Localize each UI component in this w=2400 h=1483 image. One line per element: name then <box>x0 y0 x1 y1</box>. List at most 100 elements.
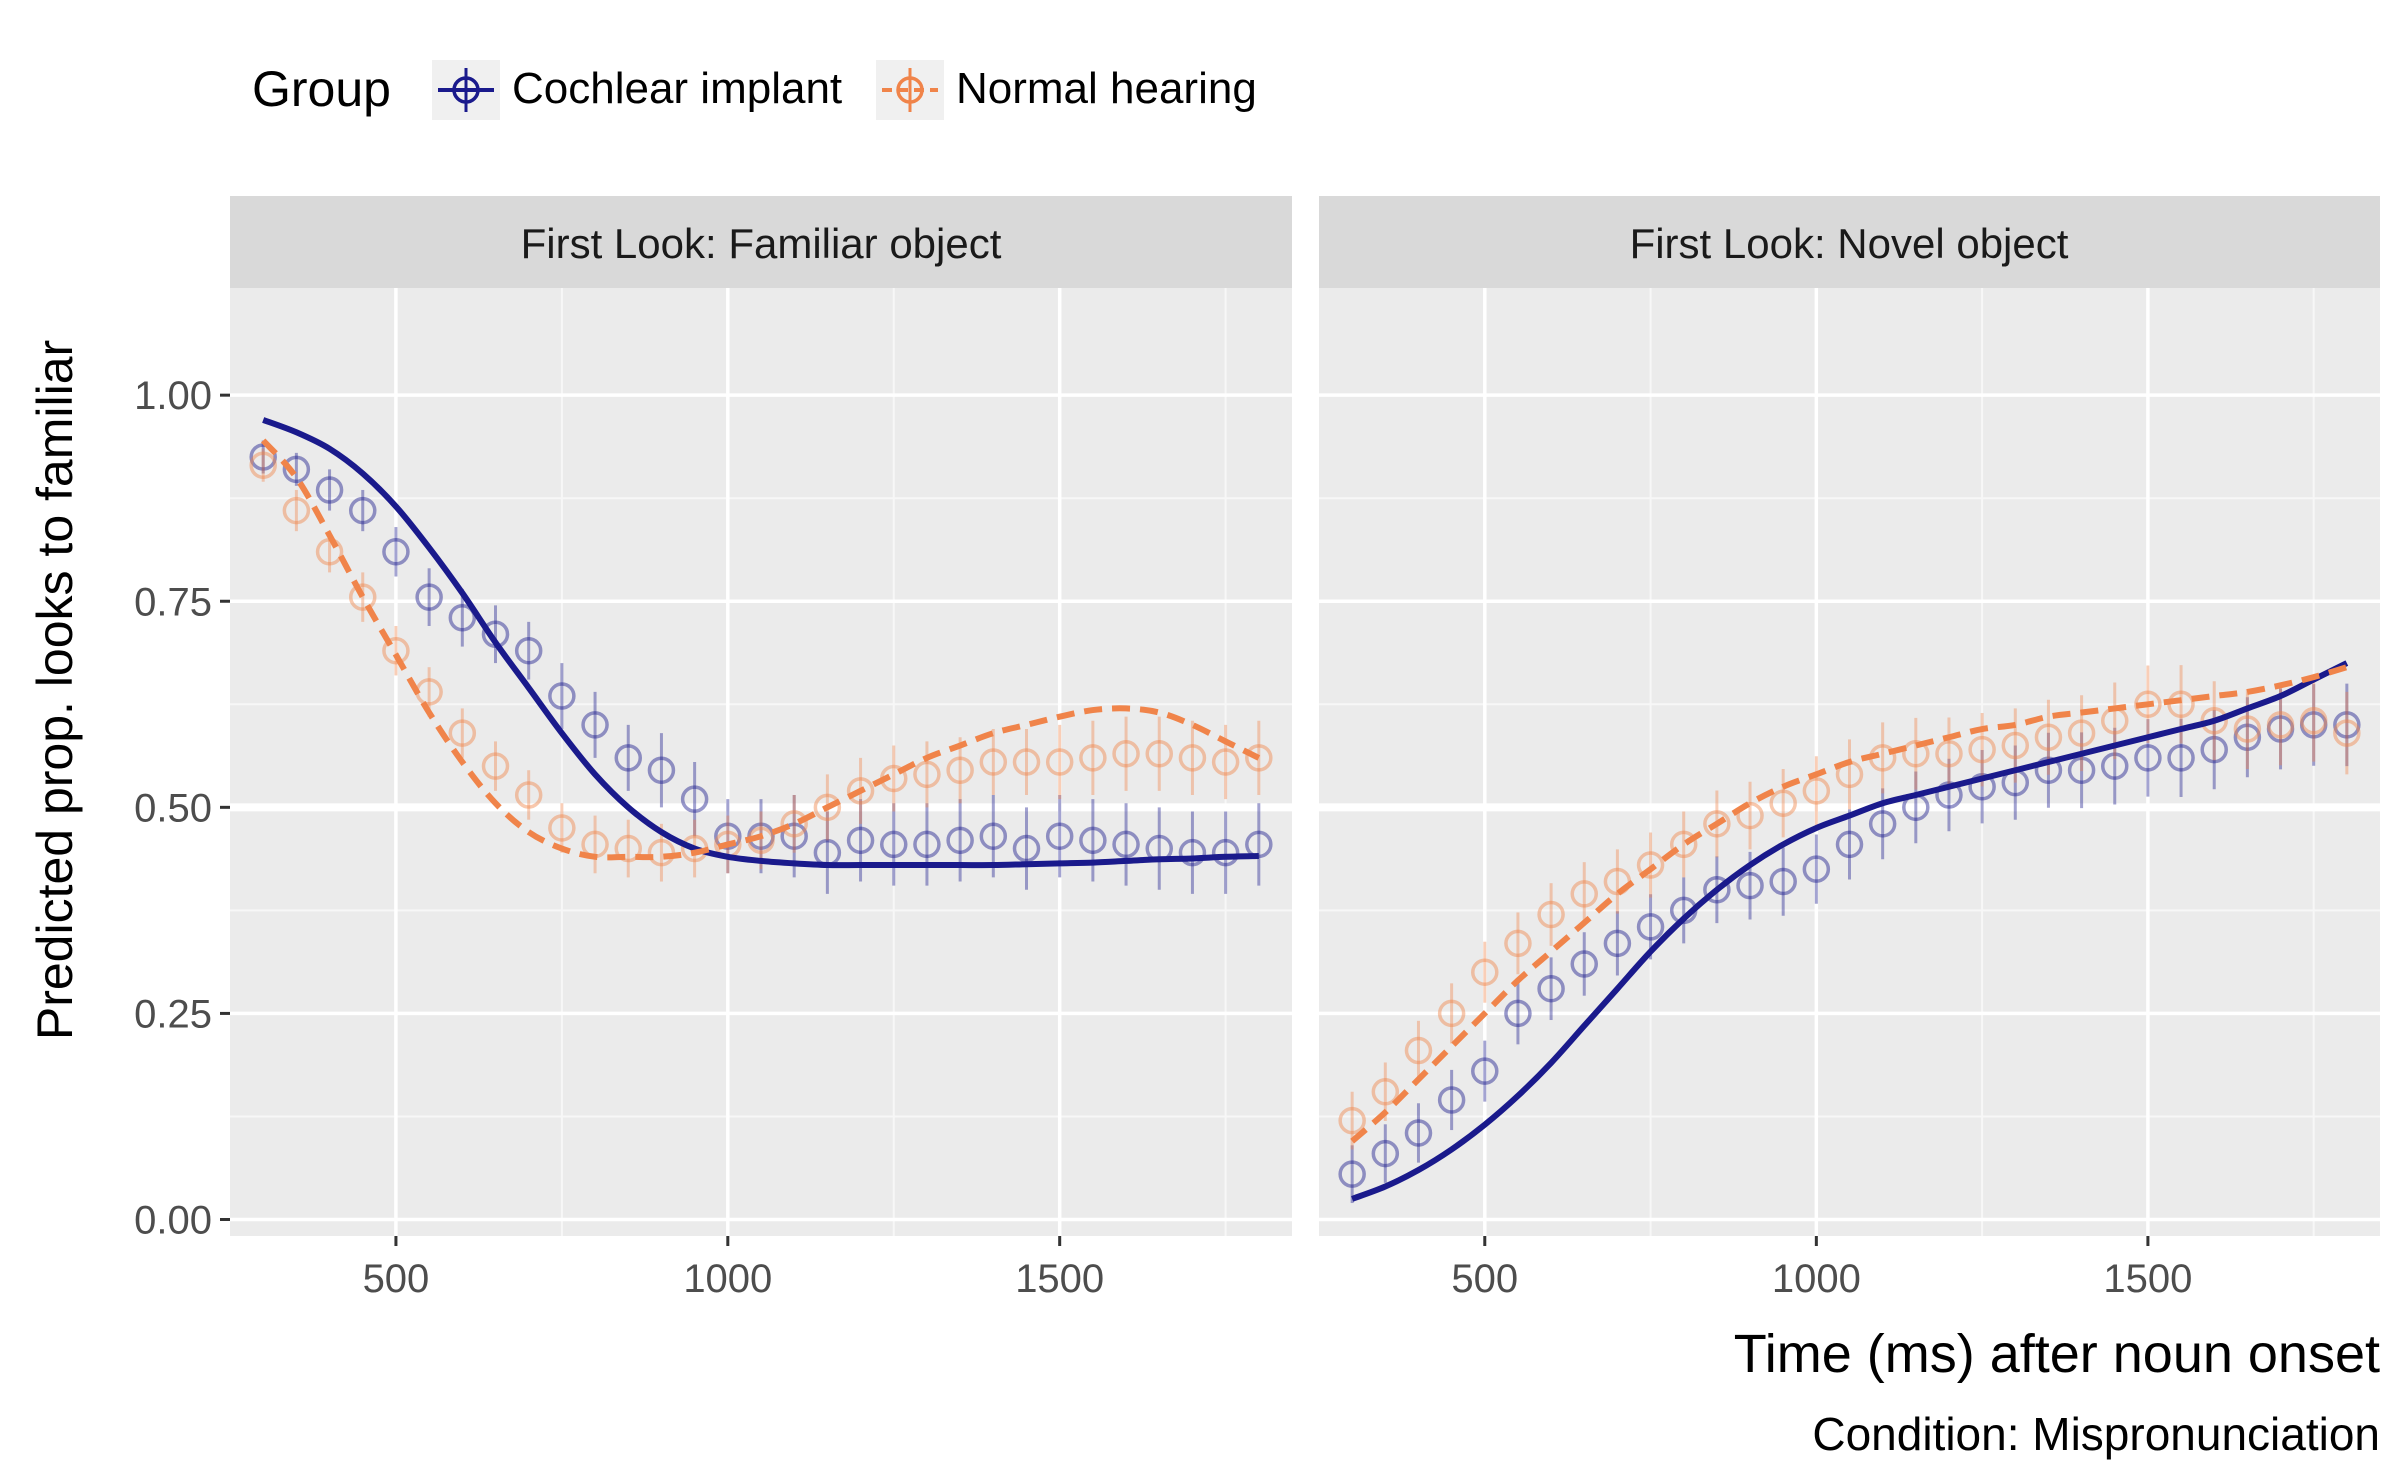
data-point <box>382 538 410 566</box>
panel-familiar-data <box>249 417 1273 894</box>
data-point <box>282 496 311 525</box>
data-point <box>1636 913 1665 941</box>
data-point <box>1570 880 1598 908</box>
y-axis-label: Predicted prop. looks to familiar <box>27 340 83 1040</box>
panel-familiar-plot-area <box>230 288 1292 1236</box>
data-point <box>382 636 410 665</box>
data-point <box>415 583 443 611</box>
data-point <box>2001 731 2030 760</box>
data-point <box>1603 929 1632 958</box>
y-tick-label: 0.50 <box>134 786 212 830</box>
data-point <box>1012 834 1041 863</box>
data-point <box>979 748 1008 776</box>
data-point <box>1245 744 1273 772</box>
y-tick-label: 1.00 <box>134 374 212 418</box>
data-point <box>514 636 543 665</box>
data-point <box>1835 830 1864 859</box>
data-point <box>1371 1077 1400 1106</box>
data-point <box>1045 748 1074 776</box>
data-point <box>1504 999 1532 1028</box>
data-point <box>1112 740 1140 768</box>
fitted-line <box>260 438 1261 861</box>
data-point <box>880 830 908 859</box>
legend-label-normal: Normal hearing <box>956 64 1257 113</box>
data-point <box>1703 810 1731 838</box>
data-point <box>1437 1086 1466 1114</box>
data-point <box>2333 719 2361 747</box>
data-point <box>647 838 676 867</box>
data-point <box>2067 756 2096 784</box>
data-point <box>1211 838 1240 867</box>
data-point <box>614 744 642 772</box>
panel-novel-title: First Look: Novel object <box>1630 220 2069 267</box>
data-point <box>1537 900 1565 929</box>
data-point <box>1112 830 1140 859</box>
panel-novel-x-axis: 500 1000 1500 <box>1451 1236 2192 1301</box>
data-point <box>249 443 277 471</box>
data-point <box>1537 974 1565 1003</box>
data-point <box>448 603 477 632</box>
data-point <box>2266 711 2295 739</box>
data-point <box>780 822 808 850</box>
data-point <box>448 719 477 747</box>
data-point <box>1338 1160 1366 1188</box>
data-point <box>913 760 941 789</box>
fitted-line <box>1351 660 2349 1202</box>
data-point <box>714 822 742 850</box>
data-point <box>946 826 974 855</box>
x-tick-label: 500 <box>1451 1257 1518 1301</box>
caption: Condition: Mispronunciation <box>1812 1408 2380 1460</box>
data-point <box>2299 711 2328 739</box>
data-point <box>1371 1139 1400 1168</box>
data-point <box>1404 1036 1433 1065</box>
data-point <box>1079 826 1107 855</box>
legend: Group Cochlear implant Normal hearing <box>252 60 1257 120</box>
data-point <box>2299 707 2328 735</box>
data-point <box>2034 756 2063 784</box>
data-point <box>315 476 344 504</box>
data-point <box>1338 1106 1366 1135</box>
panel-familiar: First Look: Familiar object 0.00 0.25 0.50… <box>134 196 1292 1301</box>
data-point <box>1935 740 1963 768</box>
data-point <box>2167 744 2195 772</box>
data-point <box>2333 711 2361 739</box>
data-point <box>780 810 808 838</box>
data-point <box>1769 789 1797 817</box>
data-point <box>1404 1119 1433 1147</box>
data-point <box>514 781 543 809</box>
data-point <box>349 583 377 611</box>
data-point <box>1636 851 1665 879</box>
data-point <box>548 814 576 842</box>
panel-novel: First Look: Novel object 500 1000 1500 <box>1319 196 2380 1301</box>
data-point <box>614 834 642 863</box>
data-point <box>747 822 775 850</box>
data-point <box>2200 707 2228 735</box>
x-tick-label: 1000 <box>1772 1257 1861 1301</box>
data-point <box>846 777 875 805</box>
data-point <box>1736 871 1764 900</box>
data-point <box>481 752 510 780</box>
data-point <box>2200 735 2228 764</box>
fitted-line <box>1350 664 2348 1144</box>
data-point <box>1736 801 1764 830</box>
data-point <box>2067 719 2096 747</box>
panel-novel-strip <box>1319 196 2380 288</box>
data-point <box>1570 950 1598 978</box>
data-point <box>2134 744 2162 772</box>
panel-familiar-strip <box>230 196 1292 288</box>
data-point <box>1437 999 1466 1028</box>
data-point <box>2266 715 2295 743</box>
data-point <box>2233 723 2262 752</box>
data-point <box>846 826 875 855</box>
data-point <box>249 451 277 479</box>
data-point <box>1802 855 1831 883</box>
data-point <box>1669 830 1698 859</box>
data-point <box>680 785 709 813</box>
x-tick-label: 1500 <box>1015 1257 1104 1301</box>
x-tick-label: 1000 <box>683 1257 772 1301</box>
panel-familiar-y-axis: 0.00 0.25 0.50 0.75 1.00 <box>134 374 230 1243</box>
data-point <box>2233 715 2262 743</box>
fitted-line <box>262 417 1259 869</box>
data-point <box>1868 810 1897 838</box>
